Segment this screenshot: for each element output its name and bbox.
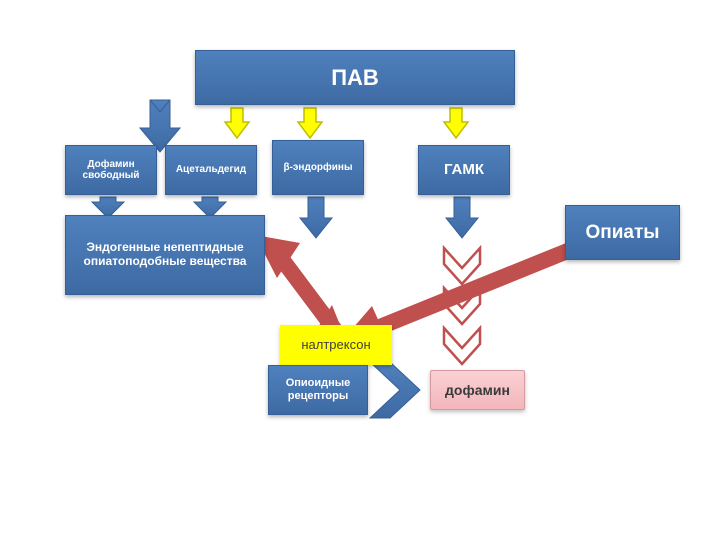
node-dopamine: дофамин [430,370,525,410]
node-dopamine-label: дофамин [445,382,510,398]
red-chevron-2 [444,288,480,324]
node-endogenous-label: Эндогенные непептидные опиатоподобные ве… [66,241,264,269]
yellow-arrow-2 [298,108,322,138]
node-dopamine-free-label: Дофамин свободный [66,159,156,182]
node-gaba-label: ГАМК [444,161,484,178]
node-acetaldehyde: Ацетальдегид [165,145,257,195]
node-naltrexone-label: налтрексон [301,338,370,353]
node-beta-endorphins: β-эндорфины [272,140,364,195]
node-pav: ПАВ [195,50,515,105]
node-endogenous: Эндогенные непептидные опиатоподобные ве… [65,215,265,295]
node-dopamine-free: Дофамин свободный [65,145,157,195]
node-beta-endorphins-label: β-эндорфины [283,162,352,174]
node-opiates-label: Опиаты [585,222,659,244]
node-gaba: ГАМК [418,145,510,195]
node-naltrexone: налтрексон [280,325,392,365]
node-opioid-receptors: Опиоидные рецепторы [268,365,368,415]
red-chevron-1 [444,248,480,284]
node-acetaldehyde-label: Ацетальдегид [176,164,246,176]
blue-down-arrow-beta [300,197,332,238]
node-opioid-receptors-label: Опиоидные рецепторы [269,377,367,402]
big-blue-chevron [370,362,420,418]
node-pav-label: ПАВ [331,65,379,90]
yellow-arrow-3 [444,108,468,138]
yellow-arrow-1 [225,108,249,138]
red-chevron-3 [444,328,480,364]
blue-down-arrow-gaba [446,197,478,238]
node-opiates: Опиаты [565,205,680,260]
